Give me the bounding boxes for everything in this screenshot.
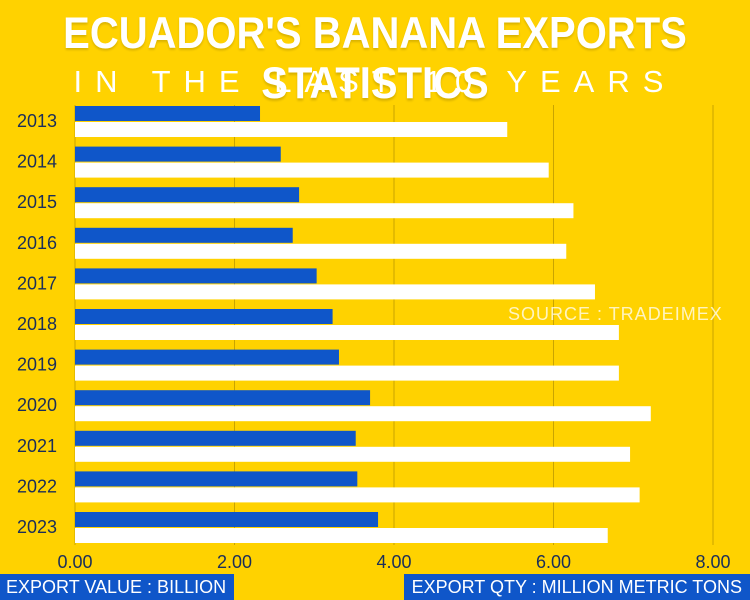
x-tick-label: 2.00 [217,552,252,572]
category-label: 2020 [17,395,57,415]
bar-export-value [75,349,339,365]
category-label: 2021 [17,436,57,456]
bar-export-value [75,512,379,527]
source-note: SOURCE : TRADEIMEX [508,304,723,324]
category-label: 2023 [17,517,57,537]
category-label: 2013 [17,111,57,131]
chart-subtitle: IN THE LAST 10 YEARS [73,64,677,99]
category-label: 2015 [17,192,57,212]
bar-export-value [75,106,261,121]
bar-export-value [75,227,293,243]
bar-export-qty [75,325,619,340]
x-tick-label: 8.00 [695,552,730,572]
legend-export-qty: EXPORT QTY : MILLION METRIC TONS [403,574,750,600]
x-tick-label: 4.00 [376,552,411,572]
bar-export-value [75,268,317,284]
category-label: 2014 [17,152,57,172]
bar-export-qty [75,487,640,503]
bar-export-qty [75,284,595,300]
bar-export-value [75,187,300,203]
bar-export-qty [75,528,608,543]
bar-export-qty [75,122,508,137]
category-label: 2018 [17,314,57,334]
category-label: 2017 [17,273,57,293]
bar-export-qty [75,446,631,462]
bar-export-value [75,430,356,446]
bar-export-value [75,471,358,487]
legend-export-value: EXPORT VALUE : BILLION [0,574,235,600]
x-tick-label: 0.00 [57,552,92,572]
category-label: 2019 [17,355,57,375]
bar-export-value [75,390,371,406]
x-tick-label: 6.00 [536,552,571,572]
bar-export-value [75,309,333,324]
bar-export-qty [75,203,574,219]
bar-export-qty [75,243,567,259]
category-label: 2016 [17,233,57,253]
bar-export-qty [75,162,549,178]
category-label: 2022 [17,476,57,496]
bar-export-value [75,146,281,162]
bar-export-qty [75,406,651,422]
bar-export-qty [75,365,619,381]
chart-title: ECUADOR'S BANANA EXPORTS STATISTICS [63,8,687,109]
